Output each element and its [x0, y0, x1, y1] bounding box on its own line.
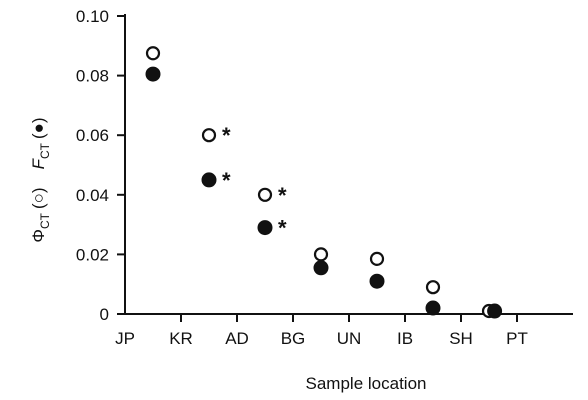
y-title-f: F — [29, 157, 48, 169]
f-ct-point — [145, 66, 161, 82]
y-title-phi-sub: CT — [38, 212, 52, 229]
x-tick-label: JP — [115, 329, 135, 348]
y-tick-label: 0 — [100, 305, 109, 324]
significance-star: * — [222, 123, 231, 148]
phi-ct-point — [145, 46, 161, 61]
y-tick-label: 0.04 — [76, 186, 109, 205]
x-tick-label: IB — [397, 329, 413, 348]
f-ct-point — [257, 220, 273, 236]
f-ct-point — [487, 303, 503, 319]
y-tick-label: 0.02 — [76, 245, 109, 264]
x-tick-label: UN — [337, 329, 362, 348]
phi-ct-point — [425, 280, 441, 295]
y-axis-title: ΦCT(○)FCT(●) — [29, 117, 52, 242]
axes — [124, 14, 573, 315]
significance-star: * — [278, 216, 287, 241]
f-ct-point — [201, 172, 217, 188]
significance-star: * — [222, 168, 231, 193]
phi-ct-point — [257, 187, 273, 202]
significance-star: * — [278, 183, 287, 208]
y-title-f-marker: (●) — [29, 117, 48, 139]
x-tick-label: BG — [281, 329, 306, 348]
phi-ct-point — [313, 247, 329, 262]
f-ct-point — [313, 260, 329, 276]
y-tick-label: 0.10 — [76, 7, 109, 26]
y-title-phi: Φ — [29, 229, 48, 243]
x-ticks: JP KR AD BG UN IB SH PT — [115, 314, 528, 348]
y-title-f-sub: CT — [38, 142, 52, 159]
phi-ct-point — [369, 251, 385, 266]
x-tick-label: PT — [506, 329, 528, 348]
data-points — [145, 46, 503, 319]
y-title-phi-marker: (○) — [29, 187, 48, 209]
x-tick-label: KR — [169, 329, 193, 348]
significance-marks: * * * * — [222, 123, 287, 240]
y-tick-label: 0.06 — [76, 126, 109, 145]
f-ct-point — [425, 300, 441, 316]
y-tick-label: 0.08 — [76, 67, 109, 86]
f-ct-point — [369, 273, 385, 289]
y-ticks: 0 0.02 0.04 0.06 0.08 0.10 — [76, 7, 125, 324]
x-axis-title: Sample location — [306, 374, 427, 393]
phi-ct-point — [201, 128, 217, 143]
x-tick-label: AD — [225, 329, 249, 348]
x-tick-label: SH — [449, 329, 473, 348]
